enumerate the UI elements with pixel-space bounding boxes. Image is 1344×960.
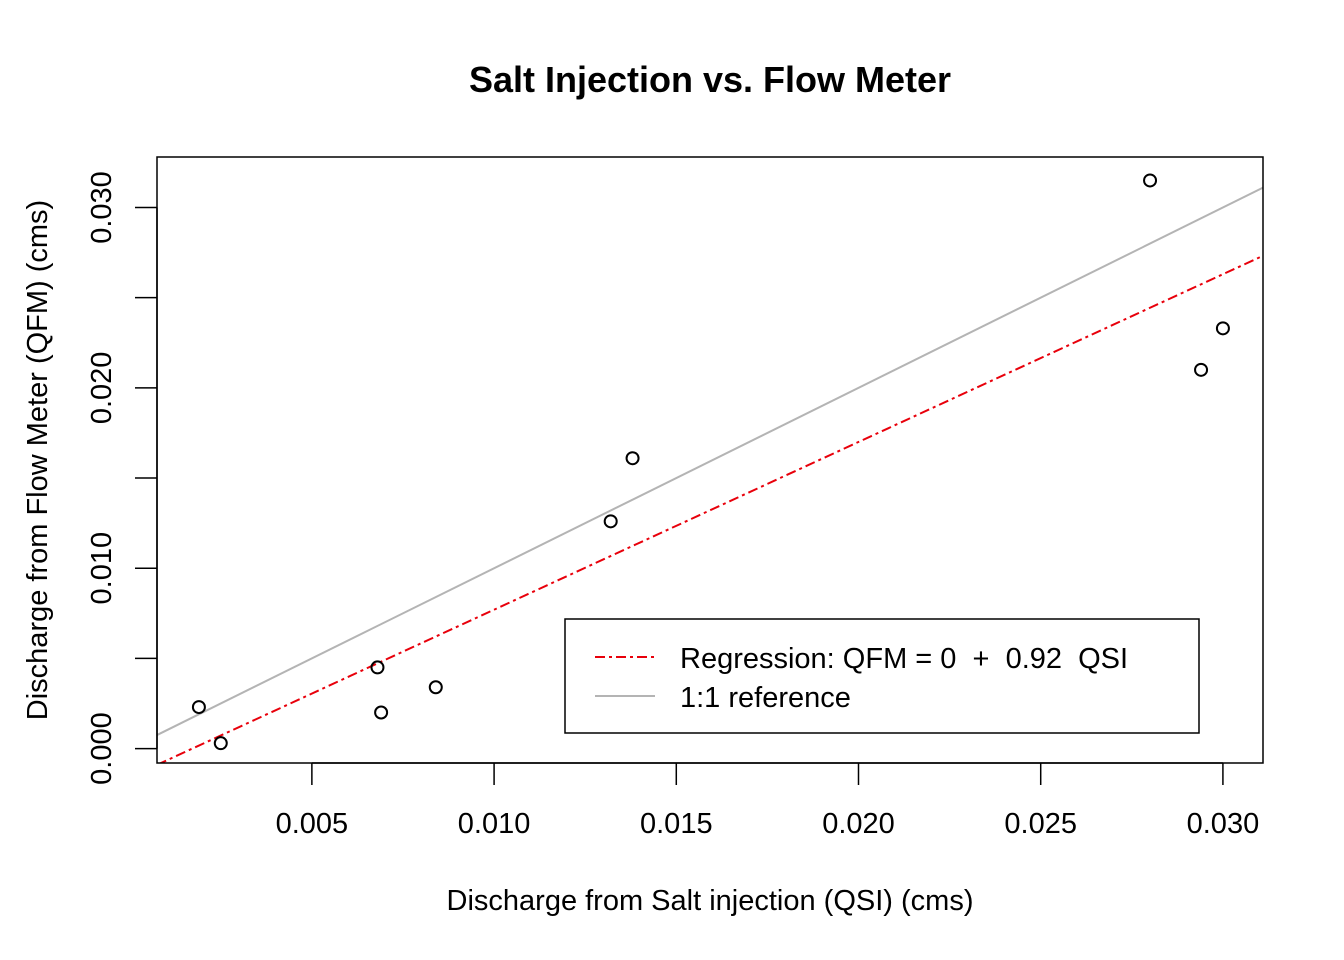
legend: Regression: QFM = 0 + 0.92 QSI 1:1 refer… bbox=[564, 618, 1200, 734]
x-tick-label: 0.025 bbox=[1004, 808, 1077, 840]
y-tick-label: 0.020 bbox=[86, 352, 118, 425]
data-point bbox=[428, 680, 443, 695]
legend-label-reference: 1:1 reference bbox=[680, 682, 851, 714]
y-axis: 0.000 0.010 0.020 0.030 bbox=[86, 171, 158, 785]
data-point bbox=[374, 705, 389, 720]
x-tick-label: 0.030 bbox=[1187, 808, 1260, 840]
data-point bbox=[603, 514, 618, 529]
y-tick-label: 0.030 bbox=[86, 171, 118, 244]
plot-points bbox=[191, 173, 1230, 751]
y-axis-label: Discharge from Flow Meter (QFM) (cms) bbox=[22, 200, 54, 720]
regression-line bbox=[158, 254, 1263, 763]
data-point bbox=[1143, 173, 1158, 188]
legend-box bbox=[564, 618, 1200, 734]
y-tick-label: 0.000 bbox=[86, 712, 118, 785]
x-tick-label: 0.005 bbox=[276, 808, 349, 840]
y-tick-label: 0.010 bbox=[86, 532, 118, 605]
data-point bbox=[625, 451, 640, 466]
data-point bbox=[191, 700, 206, 715]
reference-line bbox=[157, 186, 1263, 736]
x-tick-label: 0.020 bbox=[822, 808, 895, 840]
x-tick-label: 0.015 bbox=[640, 808, 713, 840]
data-point bbox=[1194, 362, 1209, 377]
x-axis: 0.005 0.010 0.015 0.020 0.025 0.030 bbox=[276, 762, 1260, 840]
chart-title: Salt Injection vs. Flow Meter bbox=[469, 59, 951, 100]
plot-lines bbox=[157, 186, 1263, 763]
data-point bbox=[213, 736, 228, 751]
data-point bbox=[1215, 321, 1230, 336]
legend-label-regression: Regression: QFM = 0 + 0.92 QSI bbox=[680, 643, 1128, 675]
x-axis-label: Discharge from Salt injection (QSI) (cms… bbox=[447, 885, 974, 917]
x-tick-label: 0.010 bbox=[458, 808, 531, 840]
data-point bbox=[370, 660, 385, 675]
